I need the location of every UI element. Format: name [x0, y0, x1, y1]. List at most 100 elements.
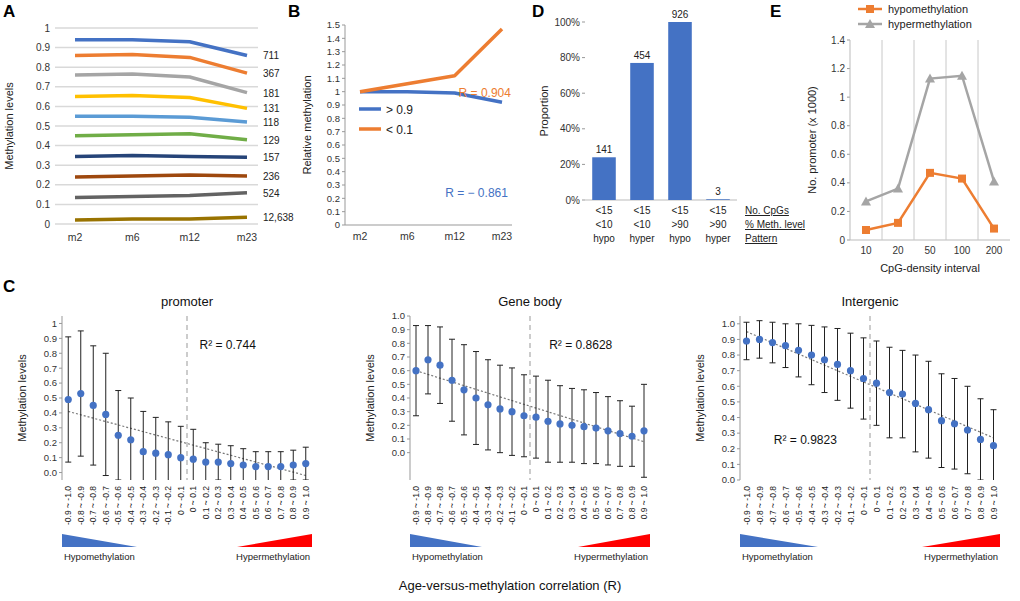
point: [177, 454, 184, 461]
tick-label: -0.1 ~ -0.2: [163, 486, 173, 525]
series-line: [75, 54, 247, 73]
error-bar: [926, 361, 932, 458]
series-label: 157: [263, 152, 280, 163]
plot-area: [75, 40, 247, 220]
series-label: 181: [263, 88, 280, 99]
tick-label: 60%: [560, 88, 580, 99]
tick-label: 0.4 ~ 0.5: [579, 486, 589, 520]
error-bar: [437, 327, 443, 404]
tick-label: 0.0: [44, 467, 57, 478]
legend-swatch: [359, 127, 381, 131]
axis-title: Methylation levels: [3, 82, 15, 170]
point: [782, 342, 789, 349]
subplot: Gene body0.00.10.20.30.40.50.60.70.80.91…: [364, 294, 650, 562]
direction-label: Hypermethylation: [924, 551, 998, 562]
direction-wedge: [410, 534, 482, 547]
tick-label: 0 ~ -0.1: [859, 486, 869, 515]
tick-label: 0 ~ -0.1: [519, 486, 529, 515]
tick-label: 0 ~ 0.1: [188, 486, 198, 513]
tick-label: 0.9 ~ 1.0: [989, 486, 999, 520]
point: [743, 337, 750, 344]
grid-line: [914, 40, 915, 240]
marker: [861, 196, 871, 205]
series-line: [75, 40, 247, 56]
marker: [893, 184, 903, 193]
grid-line: [55, 125, 258, 127]
marker: [926, 169, 934, 177]
tick-label: -0.7 ~ -0.8: [435, 486, 445, 525]
axis-line: [740, 316, 741, 480]
tick-label: 0.8: [722, 349, 735, 360]
tick-label: 50: [924, 245, 936, 256]
tick-label: 0 ~ -0.1: [176, 486, 186, 515]
tick-label: 10: [860, 245, 872, 256]
point: [616, 430, 623, 437]
point: [90, 402, 97, 409]
tick-label: 0.1 ~ 0.2: [543, 486, 553, 520]
row-label: No. CpGs: [745, 205, 789, 216]
tick-label: -0.9 ~ -1.0: [742, 486, 752, 525]
figure: A00.10.20.30.40.50.60.70.80.91Methylatio…: [0, 0, 1020, 601]
tick-label-line: hypo: [669, 233, 691, 244]
count-label: 3: [715, 186, 721, 197]
tick-label: 0.3: [392, 406, 405, 417]
tick-label: 20%: [560, 159, 580, 170]
error-bar: [822, 327, 828, 393]
error-bar: [497, 365, 503, 452]
tick-label: 0.4: [722, 412, 735, 423]
annotation: R² = 0.744: [200, 338, 257, 352]
tick-label: 0.9: [722, 334, 735, 345]
error-bar: [952, 378, 958, 469]
tick-label: 0.6: [392, 365, 405, 376]
point: [990, 442, 997, 449]
tick-label: 100%: [554, 17, 580, 28]
tick-label: -0.3 ~ -0.4: [138, 486, 148, 525]
error-bar: [757, 321, 763, 358]
tick-label: 0.1: [44, 452, 57, 463]
grid-line: [55, 204, 258, 206]
tick-label: m2: [68, 231, 83, 243]
point: [808, 351, 815, 358]
tick-label: m12: [444, 230, 465, 242]
point: [202, 459, 209, 466]
error-bar: [78, 331, 84, 456]
tick-label: 0.4: [327, 166, 340, 177]
error-bar: [835, 328, 841, 400]
tick-label: 0 ~ 0.1: [531, 486, 541, 513]
marker: [866, 5, 874, 13]
point: [886, 389, 893, 396]
point: [436, 362, 443, 369]
error-bar: [290, 450, 296, 480]
divider: [870, 316, 871, 480]
tick-label: 0.3: [44, 422, 57, 433]
point: [215, 459, 222, 466]
direction-wedge: [237, 534, 312, 547]
plot-area: [861, 71, 999, 234]
tick-label: 0.9: [392, 324, 405, 335]
legend-label: hypermethylation: [888, 18, 972, 30]
tick-label: <15<10hyper: [629, 205, 655, 244]
series-line: [75, 217, 247, 220]
error-bar: [861, 338, 867, 419]
trend-line: [747, 332, 994, 438]
error-bar: [593, 393, 599, 464]
tick-label: 1.4: [327, 33, 340, 44]
error-bar: [473, 352, 479, 445]
error-bar: [796, 324, 802, 377]
tick-label: 0.1: [722, 459, 735, 470]
tick-label: 0.2: [831, 206, 845, 217]
error-bar: [605, 397, 611, 465]
error-bar: [90, 346, 96, 465]
series-label: 12,638: [263, 212, 294, 223]
tick-label: 0.1 ~ 0.2: [885, 486, 895, 520]
error-bar: [303, 447, 309, 480]
direction-label: Hypomethylation: [742, 551, 813, 562]
panel-d: D0%20%40%60%80%100%Proportion1414549263<…: [532, 2, 805, 244]
tick-label: 0.6: [831, 149, 845, 160]
tick-label: -0.7 ~ -0.8: [768, 486, 778, 525]
divider: [530, 316, 531, 480]
row-label: Pattern: [745, 233, 777, 244]
tick-label: 20: [892, 245, 904, 256]
panel-letter: A: [3, 2, 15, 21]
divider: [187, 316, 188, 480]
